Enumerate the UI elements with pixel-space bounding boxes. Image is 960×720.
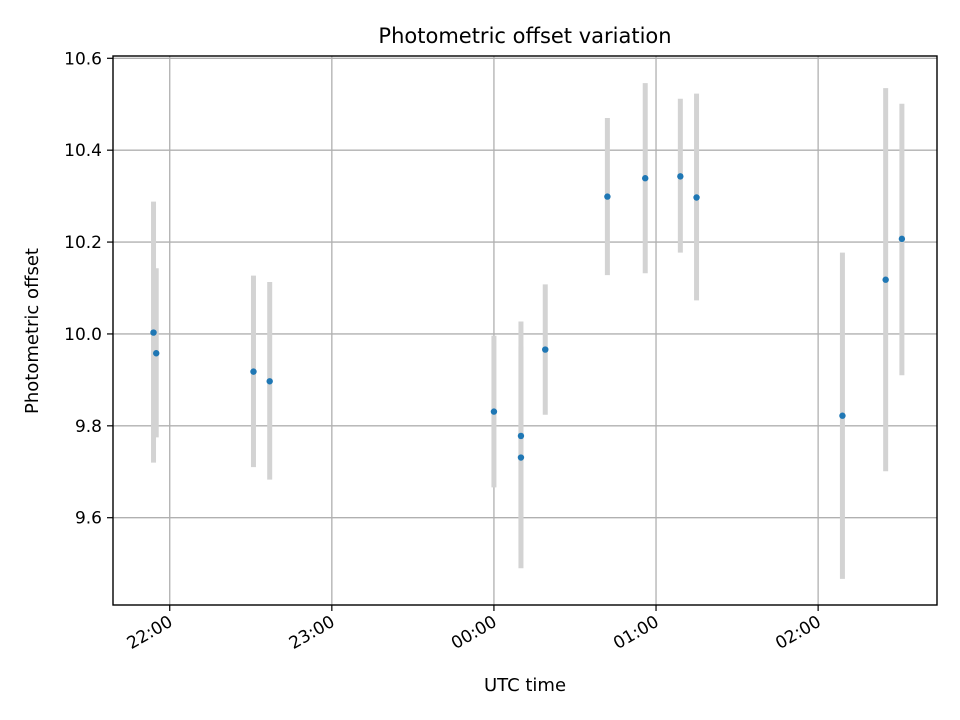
- data-point: [150, 329, 157, 336]
- y-tick-label: 10.4: [64, 141, 102, 161]
- data-point: [266, 378, 273, 385]
- data-point: [693, 194, 700, 201]
- data-point: [490, 408, 498, 415]
- data-point: [898, 235, 906, 243]
- data-point: [542, 346, 549, 353]
- y-tick-label: 10.0: [64, 325, 102, 345]
- point-layer: [150, 173, 906, 461]
- y-tick-label: 10.6: [64, 49, 102, 69]
- y-axis-title: Photometric offset: [22, 248, 43, 414]
- data-point: [839, 412, 846, 419]
- data-point: [153, 350, 160, 357]
- data-point: [517, 454, 525, 461]
- x-axis-title: UTC time: [484, 675, 566, 696]
- y-tick-label: 10.2: [64, 233, 102, 253]
- data-point: [882, 276, 889, 283]
- grid-layer: [113, 56, 937, 605]
- y-tick-label: 9.8: [75, 417, 102, 437]
- data-point: [604, 193, 611, 200]
- chart-title: Photometric offset variation: [378, 24, 671, 48]
- data-point: [517, 432, 525, 440]
- data-point: [677, 173, 684, 180]
- data-point: [642, 175, 649, 182]
- y-tick-label: 9.6: [75, 509, 102, 529]
- plot-frame: [112, 55, 938, 606]
- data-point: [250, 368, 257, 375]
